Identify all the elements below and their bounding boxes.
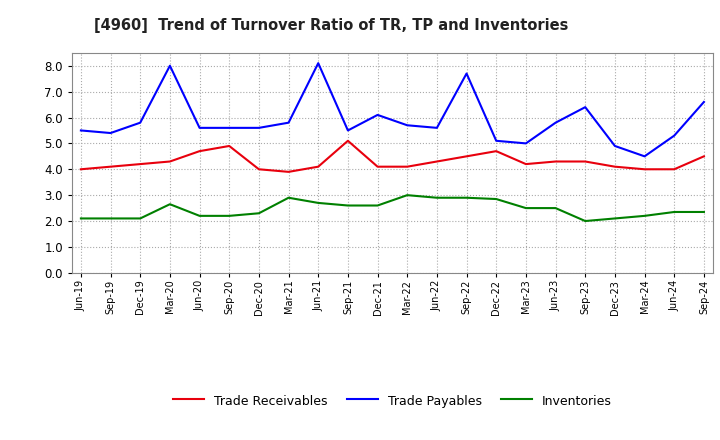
Trade Payables [373,112,382,117]
Trade Payables [581,105,590,110]
Inventories [611,216,619,221]
Trade Payables [521,141,530,146]
Trade Receivables [433,159,441,164]
Trade Payables [225,125,233,131]
Line: Inventories: Inventories [81,195,704,221]
Inventories [581,218,590,224]
Inventories [195,213,204,219]
Trade Receivables [284,169,293,175]
Inventories [76,216,85,221]
Inventories [343,203,352,208]
Inventories [462,195,471,200]
Inventories [640,213,649,219]
Trade Payables [611,143,619,149]
Trade Payables [76,128,85,133]
Text: [4960]  Trend of Turnover Ratio of TR, TP and Inventories: [4960] Trend of Turnover Ratio of TR, TP… [94,18,568,33]
Trade Payables [166,63,174,68]
Inventories [166,202,174,207]
Trade Payables [462,71,471,76]
Line: Trade Receivables: Trade Receivables [81,141,704,172]
Trade Receivables [521,161,530,167]
Trade Receivables [462,154,471,159]
Trade Receivables [107,164,115,169]
Trade Payables [640,154,649,159]
Trade Receivables [343,138,352,143]
Trade Receivables [640,167,649,172]
Inventories [521,205,530,211]
Trade Payables [343,128,352,133]
Trade Receivables [403,164,412,169]
Trade Receivables [552,159,560,164]
Trade Payables [284,120,293,125]
Trade Receivables [166,159,174,164]
Inventories [433,195,441,200]
Trade Payables [700,99,708,105]
Trade Receivables [195,149,204,154]
Trade Receivables [373,164,382,169]
Inventories [136,216,145,221]
Trade Payables [314,61,323,66]
Line: Trade Payables: Trade Payables [81,63,704,156]
Trade Payables [403,123,412,128]
Trade Receivables [611,164,619,169]
Trade Receivables [581,159,590,164]
Inventories [700,209,708,215]
Inventories [492,196,500,202]
Trade Payables [136,120,145,125]
Trade Receivables [136,161,145,167]
Trade Receivables [225,143,233,149]
Trade Receivables [670,167,678,172]
Inventories [403,193,412,198]
Inventories [225,213,233,219]
Trade Payables [552,120,560,125]
Inventories [284,195,293,200]
Trade Payables [107,130,115,136]
Trade Receivables [492,149,500,154]
Inventories [670,209,678,215]
Inventories [373,203,382,208]
Inventories [314,200,323,205]
Trade Payables [195,125,204,131]
Trade Receivables [700,154,708,159]
Trade Payables [670,133,678,138]
Trade Payables [492,138,500,143]
Trade Receivables [76,167,85,172]
Inventories [552,205,560,211]
Inventories [255,211,264,216]
Trade Receivables [255,167,264,172]
Inventories [107,216,115,221]
Trade Receivables [314,164,323,169]
Trade Payables [433,125,441,131]
Trade Payables [255,125,264,131]
Legend: Trade Receivables, Trade Payables, Inventories: Trade Receivables, Trade Payables, Inven… [173,393,612,409]
